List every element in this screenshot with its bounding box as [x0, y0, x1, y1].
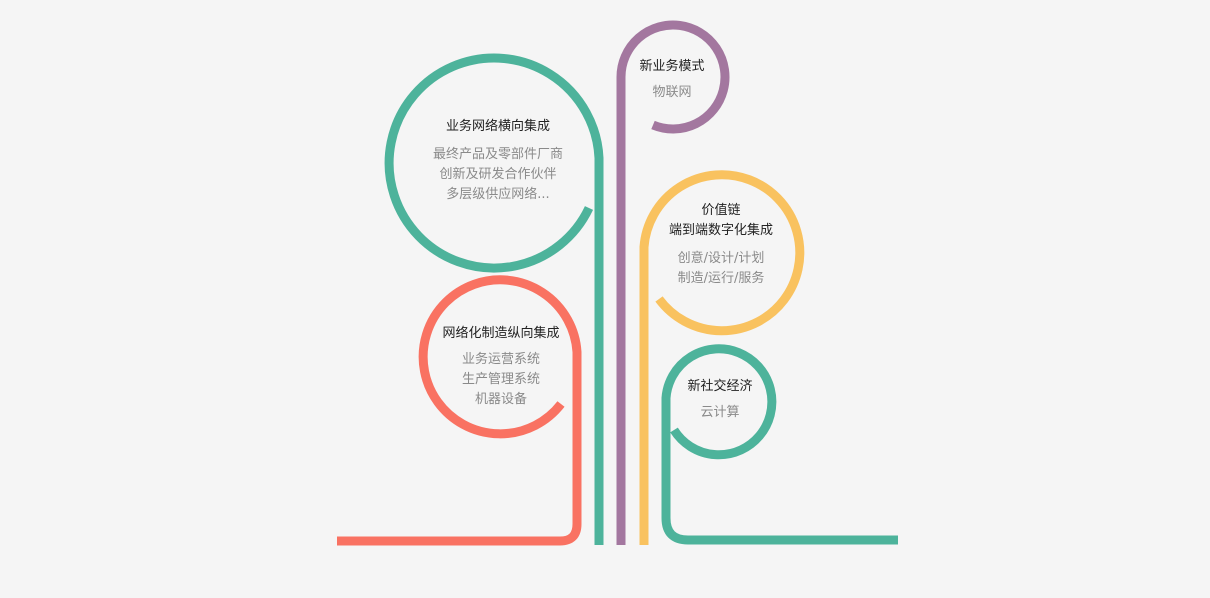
node-value-chain: 价值链 端到端数字化集成 创意/设计/计划 制造/运行/服务 — [651, 201, 791, 289]
node-vertical-integration: 网络化制造纵向集成 业务运营系统 生产管理系统 机器设备 — [421, 324, 581, 410]
node-title: 价值链 — [701, 203, 741, 218]
node-line: 业务运营系统 — [461, 352, 540, 367]
node-title: 网络化制造纵向集成 — [442, 326, 560, 341]
node-horizontal-integration: 业务网络横向集成 最终产品及零部件厂商 创新及研发合作伙伴 多层级供应网络... — [408, 117, 588, 205]
node-line: 制造/运行/服务 — [677, 271, 765, 286]
node-line: 最终产品及零部件厂商 — [432, 147, 563, 162]
node-title: 端到端数字化集成 — [668, 223, 773, 238]
curl-horizontal-integration — [384, 53, 604, 545]
node-new-business-model: 新业务模式 物联网 — [622, 57, 722, 103]
node-title: 业务网络横向集成 — [445, 119, 550, 134]
curl-vertical-integration — [337, 275, 582, 546]
curl-value-chain — [639, 170, 805, 545]
node-line: 云计算 — [700, 405, 740, 420]
node-line: 生产管理系统 — [461, 372, 540, 387]
node-title: 新社交经济 — [687, 379, 753, 394]
node-line: 机器设备 — [474, 392, 527, 407]
node-new-social: 新社交经济 云计算 — [670, 377, 770, 423]
node-line: 物联网 — [652, 85, 692, 100]
curl-new-social — [661, 344, 898, 545]
curl-new-business-model — [616, 20, 730, 545]
node-title: 新业务模式 — [639, 59, 705, 74]
node-line: 多层级供应网络... — [446, 187, 550, 202]
node-line: 创意/设计/计划 — [677, 251, 765, 266]
node-line: 创新及研发合作伙伴 — [439, 167, 557, 182]
